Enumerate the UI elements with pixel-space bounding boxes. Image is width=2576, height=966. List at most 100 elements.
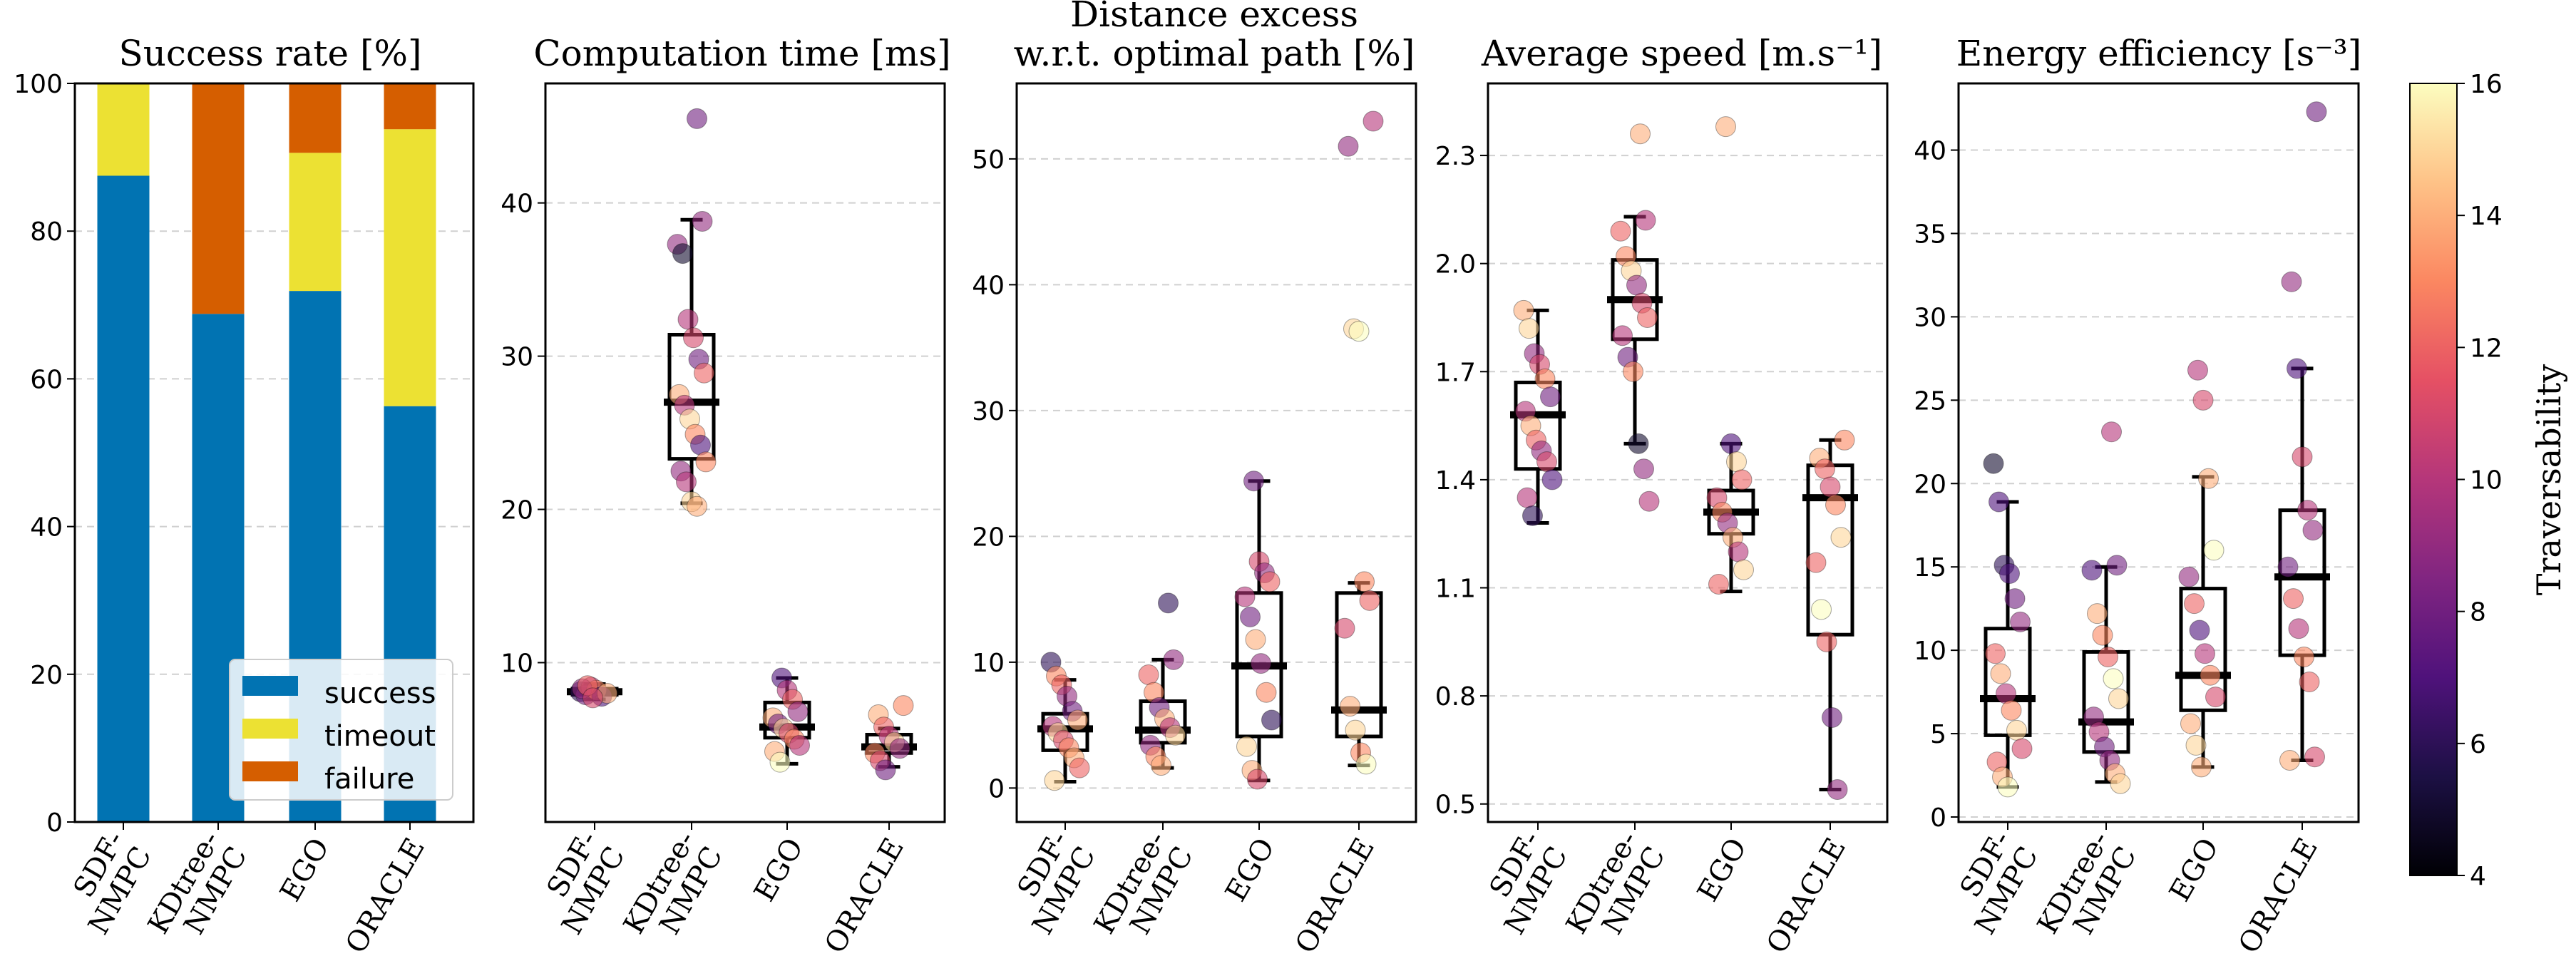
- data-point: [695, 451, 717, 473]
- y-tick-label: 20: [30, 661, 63, 690]
- x-tick-label-line: ORACLE: [339, 833, 431, 959]
- data-point: [2279, 749, 2300, 771]
- data-point: [1345, 719, 1366, 741]
- x-tick-label-line: ORACLE: [819, 833, 910, 959]
- data-point: [1240, 606, 1261, 627]
- data-point: [692, 210, 713, 232]
- data-point: [1251, 653, 1271, 674]
- y-tick-label: 35: [1914, 220, 1946, 249]
- data-point: [2098, 646, 2118, 667]
- x-tick-label: SDF-NMPC: [1941, 826, 2045, 940]
- x-tick-label: KDtree-NMPC: [617, 826, 729, 955]
- data-point: [683, 327, 704, 349]
- data-point: [2294, 646, 2314, 667]
- x-tick-label: SDF-NMPC: [1471, 826, 1574, 940]
- data-point: [1990, 663, 2011, 684]
- y-tick-label: 0: [46, 808, 63, 838]
- data-point: [2081, 560, 2103, 581]
- plot-frame: [544, 82, 946, 823]
- data-point: [1536, 451, 1557, 473]
- data-point: [2006, 719, 2027, 741]
- x-tick-label: KDtree-NMPC: [1560, 826, 1672, 955]
- data-point: [2281, 271, 2302, 292]
- data-point: [2292, 446, 2313, 468]
- y-tick-label: 60: [30, 365, 63, 394]
- box-layer: [1980, 366, 2330, 789]
- y-tick-label: 20: [1914, 470, 1946, 499]
- data-point: [1340, 696, 1360, 717]
- data-point: [1720, 433, 1742, 454]
- data-point: [2185, 734, 2207, 756]
- panel-title: Success rate [%]: [118, 33, 421, 74]
- y-tick-label: 30: [972, 397, 1005, 426]
- data-point: [789, 735, 810, 756]
- data-point: [1069, 757, 1090, 779]
- grid-layer: [545, 202, 945, 664]
- data-point: [1044, 770, 1065, 791]
- data-point: [1985, 643, 2006, 664]
- point-layer: [1983, 101, 2327, 798]
- data-point: [1522, 505, 1543, 526]
- box-layer: [1037, 479, 1387, 784]
- data-point: [2087, 603, 2108, 625]
- x-tick-label: KDtree-NMPC: [1088, 826, 1200, 955]
- y-tick-label: 30: [501, 343, 533, 372]
- box: [2179, 587, 2227, 712]
- data-point: [889, 738, 910, 759]
- data-point: [1355, 754, 1377, 775]
- point-layer: [1040, 111, 1384, 791]
- data-point: [2283, 588, 2304, 610]
- data-point: [1635, 210, 1656, 231]
- bar-failure: [384, 83, 436, 130]
- point-layer: [570, 108, 914, 781]
- data-point: [769, 751, 791, 773]
- x-tick-label-line: ORACLE: [2232, 833, 2324, 959]
- x-tick-label: ORACLE: [1289, 833, 1381, 959]
- panel-title-line-1: Distance excess: [1070, 0, 1358, 35]
- panel-energy-efficiency: Energy efficiency [s⁻³] 0 5 10 15 20 25 30 35 40…: [1914, 33, 2361, 959]
- y-tick-label: 0.8: [1435, 682, 1476, 711]
- data-point: [2195, 643, 2215, 664]
- data-point: [1715, 116, 1736, 138]
- data-point: [2110, 773, 2131, 794]
- data-point: [1628, 433, 1649, 454]
- x-tick-label: EGO: [274, 833, 336, 907]
- data-point: [2178, 566, 2200, 587]
- colorbar-ticks: 4 6 8 10 12 14 16: [2457, 70, 2503, 891]
- data-point: [1626, 274, 1647, 296]
- y-tick-label: 0: [1930, 803, 1946, 833]
- data-point: [1815, 458, 1835, 480]
- x-tick-label: ORACLE: [2232, 833, 2324, 959]
- data-point: [2198, 468, 2219, 489]
- data-point: [1359, 590, 1380, 611]
- data-point: [1540, 386, 1561, 408]
- data-point: [1363, 111, 1384, 132]
- legend-label-success: success: [324, 677, 436, 710]
- colorbar: 4 6 8 10 12 14 16 Traversability: [2409, 70, 2568, 891]
- data-point: [1830, 527, 1852, 548]
- data-point: [1638, 490, 1660, 512]
- x-tick-label: EGO: [1219, 833, 1281, 907]
- data-point: [1820, 476, 1841, 498]
- colorbar-tick-label: 6: [2470, 730, 2486, 759]
- x-tick-label-line: EGO: [1219, 833, 1281, 907]
- data-point: [2004, 588, 2026, 610]
- data-point: [2297, 500, 2318, 521]
- data-point: [2288, 618, 2309, 639]
- data-point: [2092, 625, 2113, 646]
- legend: success timeout failure: [229, 659, 453, 801]
- box: [1335, 591, 1383, 739]
- x-tick-label: SDF-NMPC: [999, 826, 1102, 940]
- data-point: [2191, 756, 2212, 778]
- legend-swatch-failure: [242, 761, 298, 781]
- y-tick-label: 5: [1930, 720, 1946, 749]
- bar-timeout: [289, 153, 342, 292]
- data-point: [1708, 573, 1729, 595]
- data-point: [1834, 429, 1855, 451]
- data-point: [1519, 318, 1539, 339]
- colorbar-tick-label: 12: [2470, 334, 2503, 363]
- bar-failure: [192, 83, 245, 314]
